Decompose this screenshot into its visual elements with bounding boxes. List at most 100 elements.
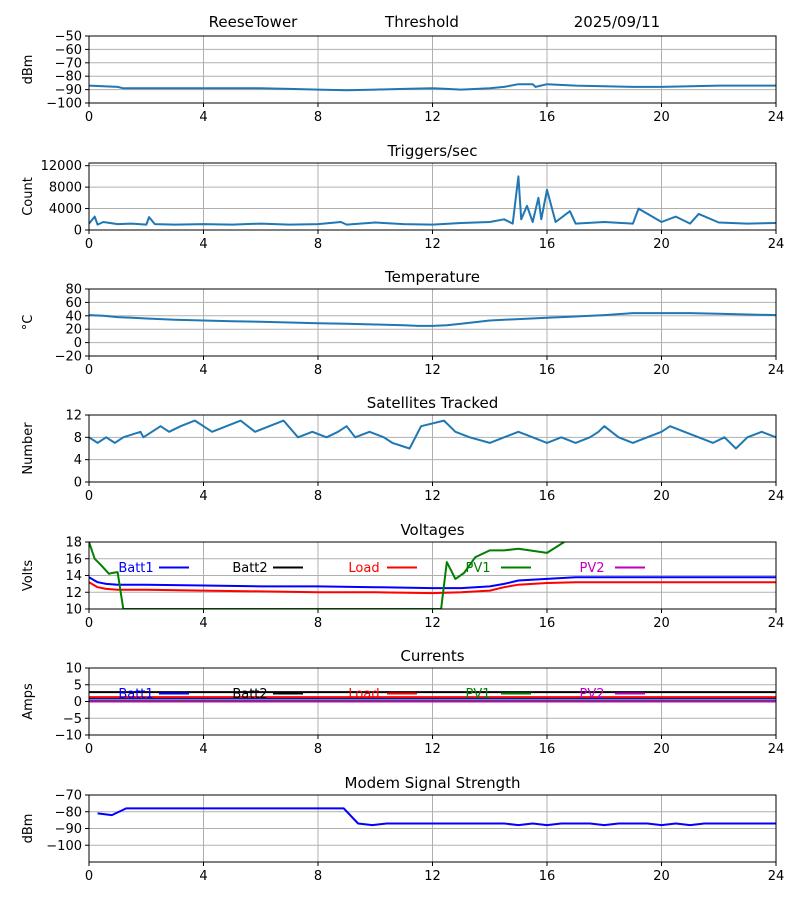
chart-1: Triggers/sec Count 0 4 8 12 16 20 24 0 4000 8000 120… [21,142,784,252]
legend-label-pv2: PV2 [579,561,604,576]
y-tick-label: −60 [55,43,82,58]
y-tick-label: 12000 [41,159,82,174]
x-tick-label: 4 [199,742,207,757]
x-tick-label: 24 [768,489,785,504]
x-tick-label: 16 [539,489,556,504]
y-tick-label: 8000 [49,181,82,196]
x-tick-label: 20 [653,742,670,757]
y-tick-label: −100 [46,839,82,854]
series-line [97,807,776,827]
x-tick-label: 4 [199,237,207,252]
plot-frame [88,667,777,736]
y-tick-label: 80 [65,283,82,298]
x-tick-label: 0 [85,237,93,252]
y-tick-label: −100 [46,97,82,112]
y-tick-label: 0 [74,695,82,710]
station-name: ReeseTower [209,13,299,31]
x-tick-label: 8 [314,489,322,504]
y-tick-label: −70 [55,56,82,71]
x-tick-label: 24 [768,363,785,378]
y-axis-label: Amps [21,683,36,720]
plot-frame [88,35,777,104]
y-axis-label: Count [21,177,36,216]
x-tick-label: 4 [199,489,207,504]
x-tick-label: 12 [424,489,441,504]
x-tick-label: 20 [653,110,670,125]
x-tick-label: 0 [85,742,93,757]
x-tick-label: 20 [653,489,670,504]
series-line [89,175,776,226]
x-tick-label: 8 [314,742,322,757]
y-axis-label: Volts [21,560,36,592]
x-tick-label: 8 [314,869,322,884]
x-tick-label: 0 [85,363,93,378]
series-line-load [89,581,776,595]
x-tick-label: 0 [85,489,93,504]
series-line-pv1 [89,542,565,609]
x-tick-label: 12 [424,237,441,252]
chart-title: Satellites Tracked [367,394,498,412]
x-tick-label: 4 [199,110,207,125]
y-tick-label: 0 [74,336,82,351]
x-tick-label: 8 [314,363,322,378]
legend-label-load: Load [348,561,379,576]
x-tick-label: 24 [768,742,785,757]
report-date: 2025/09/11 [574,13,660,31]
x-tick-label: 24 [768,616,785,631]
x-tick-label: 8 [314,616,322,631]
legend-label-pv2: PV2 [579,687,604,702]
y-tick-label: 0 [74,476,82,491]
chart-6: Modem Signal Strength dBm 0 4 8 12 16 20 24 −70−8… [21,774,784,884]
series-line [89,312,776,327]
x-tick-label: 24 [768,110,785,125]
plot-frame [88,162,777,231]
x-tick-label: 16 [539,110,556,125]
x-tick-label: 8 [314,110,322,125]
y-tick-label: 5 [74,678,82,693]
y-tick-label: −10 [55,729,82,744]
x-tick-label: 0 [85,869,93,884]
y-tick-label: 0 [74,224,82,239]
y-tick-label: 40 [65,309,82,324]
x-tick-label: 8 [314,237,322,252]
chart-title: Modem Signal Strength [345,774,521,792]
legend-label-pv1: PV1 [465,687,490,702]
plot-frame [88,288,777,357]
plot-frame [88,794,777,863]
chart-title: Triggers/sec [387,142,478,160]
x-tick-label: 16 [539,869,556,884]
x-tick-label: 16 [539,742,556,757]
chart-title: Currents [400,647,464,665]
series-line [89,83,776,92]
x-tick-label: 12 [424,616,441,631]
x-tick-label: 20 [653,869,670,884]
y-axis-label: Number [21,422,36,475]
chart-0: dBm 0 4 8 12 16 20 24 −50−60−70−80−90−100 [21,30,784,126]
y-tick-label: −80 [55,805,82,820]
x-tick-label: 0 [85,616,93,631]
y-tick-label: 16 [65,552,82,567]
y-tick-label: −20 [55,350,82,365]
y-tick-label: −80 [55,70,82,85]
dataset-name: Threshold [384,13,459,31]
y-tick-label: 60 [65,296,82,311]
x-tick-label: 16 [539,237,556,252]
y-tick-label: 4 [74,453,82,468]
y-tick-label: −70 [55,789,82,804]
x-tick-label: 12 [424,869,441,884]
y-tick-label: 12 [65,586,82,601]
x-tick-label: 20 [653,237,670,252]
chart-title: Voltages [400,521,464,539]
series-line-batt1 [89,576,776,590]
x-tick-label: 12 [424,742,441,757]
x-tick-label: 20 [653,363,670,378]
y-tick-label: 10 [65,603,82,618]
x-tick-label: 0 [85,110,93,125]
x-tick-label: 16 [539,363,556,378]
legend-label-batt2: Batt2 [232,561,267,576]
x-tick-label: 16 [539,616,556,631]
series-line [89,419,776,450]
